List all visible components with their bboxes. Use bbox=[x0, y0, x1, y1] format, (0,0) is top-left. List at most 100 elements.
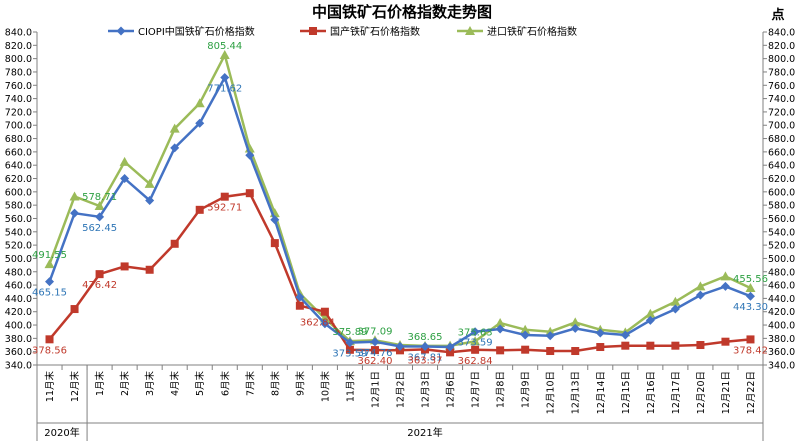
diamond-marker bbox=[270, 215, 280, 225]
x-tick-label: 6月末 bbox=[219, 371, 231, 397]
data-label: 368.65 bbox=[408, 332, 443, 343]
x-tick-label: 12月17日 bbox=[671, 371, 682, 414]
diamond-marker bbox=[720, 281, 730, 291]
data-label: 374.76 bbox=[357, 348, 392, 359]
data-label: 771.62 bbox=[207, 84, 242, 95]
y-tick-label-right: 640.0 bbox=[768, 161, 795, 172]
x-tick-label: 12月3日 bbox=[421, 371, 432, 408]
y-tick-label-right: 340.0 bbox=[768, 361, 795, 372]
diamond-marker bbox=[620, 330, 630, 340]
square-marker bbox=[45, 335, 54, 344]
legend-item: CIOPI中国铁矿石价格指数 bbox=[108, 25, 255, 38]
y-tick-label-left: 840.0 bbox=[5, 28, 32, 39]
y-tick-label-left: 700.0 bbox=[5, 121, 32, 132]
triangle-marker bbox=[670, 296, 681, 306]
y-tick-label-right: 720.0 bbox=[768, 107, 795, 118]
y-tick-label-left: 620.0 bbox=[5, 174, 32, 185]
year-label: 2021年 bbox=[407, 426, 442, 439]
square-marker bbox=[309, 27, 317, 35]
series-0 bbox=[45, 73, 755, 352]
series-line bbox=[48, 51, 752, 348]
square-marker bbox=[696, 341, 705, 350]
x-tick-label: 12月22日 bbox=[746, 371, 757, 414]
axes: 340.0 340.0 360.0 360.0 380.0 380.0 400.0 400.0… bbox=[5, 28, 795, 441]
x-tick-label: 12月10日 bbox=[546, 371, 557, 414]
triangle-marker bbox=[495, 318, 506, 328]
y-tick-label-right: 600.0 bbox=[768, 187, 795, 198]
data-label: 476.42 bbox=[82, 280, 117, 291]
y-tick-label-right: 360.0 bbox=[768, 347, 795, 358]
y-tick-label-left: 360.0 bbox=[5, 347, 32, 358]
data-label: 443.30 bbox=[733, 302, 768, 313]
square-marker bbox=[596, 343, 605, 352]
square-marker bbox=[646, 341, 655, 350]
data-label: 363.37 bbox=[408, 355, 443, 366]
x-tick-label: 12月末 bbox=[69, 371, 81, 403]
y-tick-label-left: 480.0 bbox=[5, 267, 32, 278]
y-tick-label-right: 580.0 bbox=[768, 201, 795, 212]
data-label: 378.56 bbox=[32, 345, 67, 356]
y-tick-label-left: 820.0 bbox=[5, 41, 32, 52]
x-tick-label: 12月2日 bbox=[396, 371, 407, 408]
diamond-marker bbox=[295, 292, 305, 302]
y-tick-label-right: 820.0 bbox=[768, 41, 795, 52]
x-tick-label: 12月9日 bbox=[521, 371, 532, 408]
diamond-marker bbox=[520, 330, 530, 340]
square-marker bbox=[95, 270, 104, 279]
y-tick-label-left: 380.0 bbox=[5, 334, 32, 345]
x-tick-label: 10月末 bbox=[319, 371, 331, 403]
series-1 bbox=[45, 189, 755, 357]
diamond-marker bbox=[545, 331, 555, 341]
triangle-marker bbox=[645, 308, 656, 318]
y-tick-label-left: 520.0 bbox=[5, 241, 32, 252]
x-tick-label: 12月1日 bbox=[370, 371, 381, 408]
triangle-marker bbox=[219, 50, 230, 60]
diamond-marker bbox=[645, 315, 655, 325]
data-label: 362.84 bbox=[300, 318, 335, 329]
x-tick-label: 12月16日 bbox=[646, 371, 657, 414]
x-tick-label: 12月13日 bbox=[571, 371, 582, 414]
data-label: 578.71 bbox=[82, 192, 117, 203]
x-tick-label: 11月末 bbox=[344, 371, 356, 403]
diamond-marker bbox=[370, 337, 380, 347]
x-tick-label: 12月21日 bbox=[721, 371, 732, 414]
square-marker bbox=[145, 265, 154, 274]
square-marker bbox=[571, 347, 580, 356]
diamond-marker bbox=[470, 327, 480, 337]
triangle-marker bbox=[695, 281, 706, 291]
legend-label: CIOPI中国铁矿石价格指数 bbox=[138, 25, 255, 38]
diamond-marker bbox=[95, 212, 105, 222]
diamond-marker bbox=[245, 150, 255, 160]
y-tick-label-right: 740.0 bbox=[768, 94, 795, 105]
square-marker bbox=[295, 301, 304, 310]
x-tick-label: 2月末 bbox=[119, 371, 131, 397]
y-tick-label-right: 500.0 bbox=[768, 254, 795, 265]
legend-label: 国产铁矿石价格指数 bbox=[330, 25, 420, 38]
diamond-marker bbox=[445, 342, 455, 352]
data-label: 367.81 bbox=[408, 352, 443, 363]
triangle-marker bbox=[94, 201, 105, 211]
data-label: 362.40 bbox=[357, 356, 392, 367]
y-tick-label-right: 620.0 bbox=[768, 174, 795, 185]
series-line bbox=[48, 191, 751, 354]
legend: CIOPI中国铁矿石价格指数 国产铁矿石价格指数 进口铁矿石价格指数 bbox=[108, 25, 577, 38]
y-tick-label-left: 740.0 bbox=[5, 94, 32, 105]
x-tick-label: 3月末 bbox=[144, 371, 156, 397]
chart-title: 中国铁矿石价格指数走势图 bbox=[312, 3, 492, 21]
data-label: 375.63 bbox=[458, 327, 493, 338]
square-marker bbox=[746, 335, 755, 344]
y-tick-label-right: 700.0 bbox=[768, 121, 795, 132]
year-label: 2020年 bbox=[44, 426, 79, 439]
diamond-marker bbox=[495, 324, 505, 334]
y-tick-label-right: 780.0 bbox=[768, 67, 795, 78]
data-label: 373.59 bbox=[458, 338, 493, 349]
series-line bbox=[48, 74, 751, 349]
diamond-marker bbox=[345, 338, 355, 348]
x-tick-label: 12月15日 bbox=[621, 371, 632, 414]
y-tick-label-right: 760.0 bbox=[768, 81, 795, 92]
square-marker bbox=[120, 262, 129, 271]
y-tick-label-left: 580.0 bbox=[5, 201, 32, 212]
triangle-marker bbox=[169, 123, 180, 133]
diamond-marker bbox=[170, 143, 180, 153]
